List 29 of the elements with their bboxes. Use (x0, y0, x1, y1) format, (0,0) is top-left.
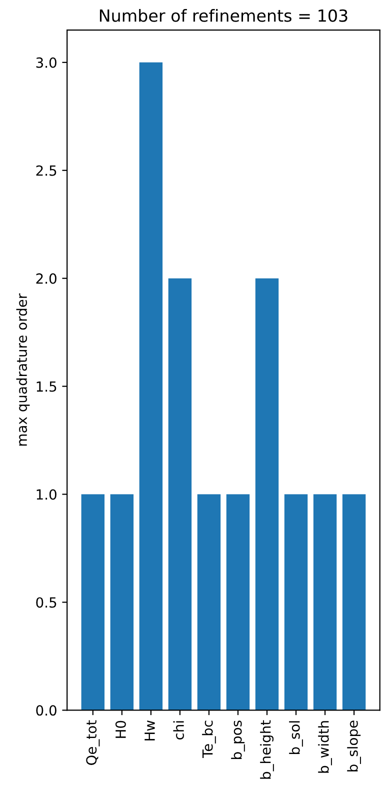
y-tick-label: 1.5 (36, 381, 56, 392)
x-tick-label: Qe_tot (86, 720, 100, 765)
chart-title: Number of refinements = 103 (100, 9, 348, 22)
y-axis-title: max quadrature order (16, 293, 30, 446)
y-tick-label: 2.0 (36, 273, 56, 284)
x-tick-label: Hw (144, 720, 155, 740)
y-tick-label: 3.0 (36, 57, 56, 68)
bar (313, 494, 337, 710)
bar (81, 494, 105, 710)
bar (226, 494, 250, 710)
bar (284, 494, 308, 710)
y-tick-label: 0.0 (36, 705, 56, 716)
y-tick-label: 0.5 (36, 597, 56, 608)
x-tick-label: b_width (318, 721, 332, 773)
bar (139, 62, 163, 710)
x-tick-label: Te_bc (202, 720, 216, 758)
bar (168, 278, 192, 710)
x-tick-label: b_height (260, 720, 274, 779)
x-tick-label: b_slope (347, 720, 361, 772)
y-tick-label: 1.0 (36, 489, 56, 500)
bar (197, 494, 221, 710)
x-tick-label: b_sol (289, 721, 303, 754)
bar (342, 494, 366, 710)
x-tick-label: H0 (115, 720, 126, 738)
bar (255, 278, 279, 710)
bar (110, 494, 134, 710)
y-tick-label: 2.5 (36, 165, 56, 176)
x-tick-label: b_pos (231, 720, 245, 759)
x-tick-label: chi (173, 721, 184, 740)
